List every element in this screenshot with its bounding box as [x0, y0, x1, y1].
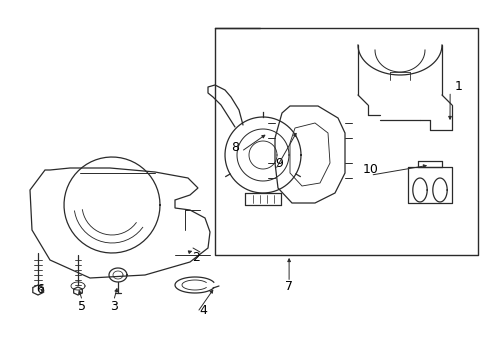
Text: 5: 5 — [78, 300, 86, 313]
Text: 6: 6 — [36, 283, 44, 296]
Text: 7: 7 — [285, 280, 293, 293]
Text: 1: 1 — [454, 80, 462, 93]
Text: 4: 4 — [199, 304, 207, 317]
Text: 2: 2 — [192, 251, 200, 264]
Text: 8: 8 — [231, 141, 239, 154]
Text: 3: 3 — [110, 300, 118, 313]
Text: 10: 10 — [363, 163, 378, 176]
Text: 9: 9 — [275, 157, 283, 170]
